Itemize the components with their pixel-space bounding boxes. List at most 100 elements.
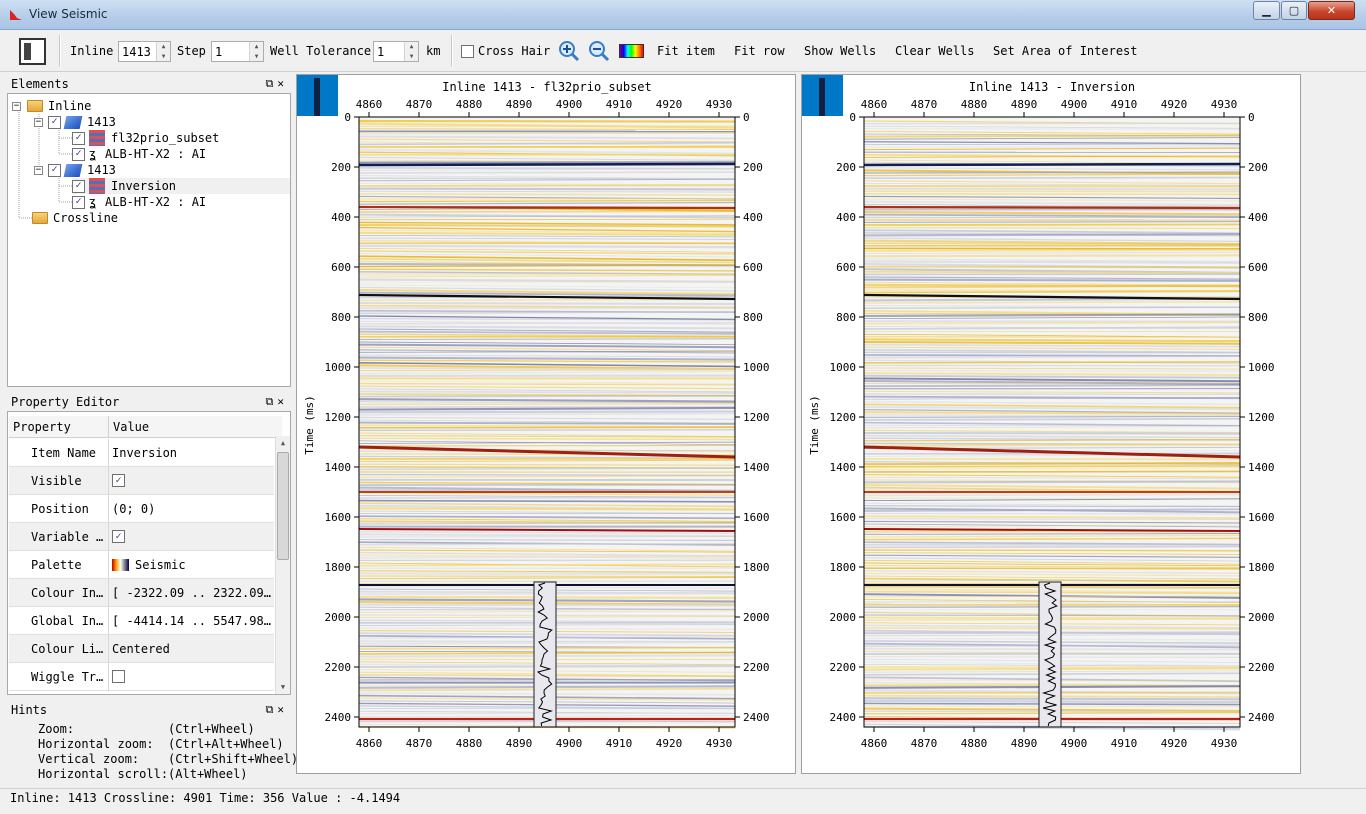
x-tick-label-top: 4900 [1061,98,1088,111]
step-spinbox[interactable]: 1 ▲ ▼ [211,41,264,62]
vertical-scrollbar[interactable]: ▲ ▼ [275,436,290,694]
tree-node-well-ai-a[interactable]: ✓ ʓ ALB-HT-X2 : AI [72,146,206,162]
well-tolerance-spinbox[interactable]: 1 ▲ ▼ [373,41,419,62]
tree-label-inline: Inline [48,99,92,113]
crosshair-checkbox[interactable] [461,44,474,58]
property-row-item-name[interactable]: Item Name Inversion [9,439,274,467]
tree-checkbox[interactable]: ✓ [72,147,85,161]
tree-node-1413-b[interactable]: − ✓ 1413 [34,162,116,178]
spin-arrows-icon[interactable]: ▲ ▼ [249,42,263,61]
variable-checkbox[interactable]: ✓ [112,530,272,543]
tree-node-inline[interactable]: − Inline [12,98,91,114]
zoom-out-icon[interactable] [588,40,610,62]
checkbox-unchecked[interactable] [112,670,125,683]
collapse-icon[interactable]: − [34,164,43,175]
scroll-thumb[interactable] [277,452,289,560]
well-log-track[interactable] [533,581,557,728]
scroll-down-icon[interactable]: ▼ [280,683,286,691]
tree-checkbox[interactable]: ✓ [72,179,85,193]
fit-row-button[interactable]: Fit row [734,44,785,58]
fit-item-button[interactable]: Fit item [657,44,715,58]
property-value[interactable]: [ -2322.09 .. 2322.09… [112,586,271,600]
palette-value[interactable]: Seismic [112,558,272,572]
y-tick-label-right: 2400 [743,711,770,724]
seismic-image[interactable] [358,117,736,729]
property-column-header[interactable]: Property [13,420,71,434]
y-tick-label-left: 1400 [325,461,352,474]
visible-checkbox[interactable]: ✓ [112,474,272,487]
seismic-plot-right[interactable]: Inline 1413 - Inversion Time (ms) 4860 48… [801,74,1301,774]
inline-spinbox[interactable]: 1413 ▲ ▼ [118,41,171,62]
maximize-button[interactable]: ▢ [1281,1,1307,20]
property-row-position[interactable]: Position (0; 0) [9,495,274,523]
y-tick-label-left: 1200 [830,411,857,424]
set-area-of-interest-button[interactable]: Set Area of Interest [993,44,1138,58]
property-value[interactable]: [ -4414.14 .. 5547.98… [112,614,271,628]
minimize-button[interactable]: ▁ [1253,1,1280,20]
tree-node-inversion[interactable]: ✓ Inversion [72,178,290,194]
property-value[interactable]: Centered [112,642,170,656]
zoom-in-icon[interactable] [558,40,580,62]
property-value[interactable]: Inversion [112,446,178,460]
tree-label-inversion: Inversion [111,179,177,193]
panel-toggle-icon[interactable] [19,38,46,65]
y-tick-label-right: 200 [743,161,763,174]
seismic-plot-left[interactable]: Inline 1413 - fl32prio_subset Time (ms) … [296,74,796,774]
elements-tree: − Inline − ✓ 1413 ✓ fl32prio_subset ✓ ʓ … [7,93,291,387]
dock-float-close-icon[interactable]: ⧉✕ [265,77,288,90]
tree-node-1413-a[interactable]: − ✓ 1413 [34,114,116,130]
x-tick-label-bottom: 4890 [506,737,533,750]
property-key: Position [31,502,89,516]
collapse-icon[interactable]: − [12,100,21,111]
folder-icon [32,212,48,224]
y-tick-label-left: 2200 [325,661,352,674]
plot-title: Inline 1413 - fl32prio_subset [442,80,652,94]
tree-node-well-ai-b[interactable]: ✓ ʓ ALB-HT-X2 : AI [72,194,206,210]
seismic-plot-canvas[interactable]: Inline 1413 - fl32prio_subset Time (ms) … [297,75,795,773]
spin-arrows-icon[interactable]: ▲ ▼ [404,42,418,61]
status-text: Inline: 1413 Crossline: 4901 Time: 356 V… [10,791,401,805]
collapse-icon[interactable]: − [34,116,43,127]
property-row-global-interval[interactable]: Global In… [ -4414.14 .. 5547.98… [9,607,274,635]
clear-wells-button[interactable]: Clear Wells [895,44,975,58]
property-value[interactable]: (0; 0) [112,502,156,516]
property-row-visible[interactable]: Visible ✓ [9,467,274,495]
y-tick-label-left: 1000 [830,361,857,374]
well-log-track[interactable] [1038,581,1062,728]
y-tick-label-right: 600 [743,261,763,274]
dock-float-close-icon[interactable]: ⧉✕ [265,703,288,716]
palette-name: Seismic [135,558,186,572]
x-tick-label-bottom: 4880 [961,737,988,750]
property-row-palette[interactable]: Palette Seismic [9,551,274,579]
y-tick-label-right: 0 [743,111,750,124]
cell-divider [108,663,109,691]
checkbox-checked[interactable]: ✓ [112,474,125,487]
y-tick-label-left: 400 [836,211,856,224]
toolbar-separator [451,35,453,67]
show-wells-button[interactable]: Show Wells [804,44,877,58]
tree-checkbox[interactable]: ✓ [72,131,85,145]
tree-checkbox[interactable]: ✓ [48,115,61,129]
wiggle-checkbox[interactable] [112,670,272,683]
checkbox-checked[interactable]: ✓ [112,530,125,543]
dock-float-close-icon[interactable]: ⧉✕ [265,395,288,408]
palette-icon[interactable] [619,44,644,58]
tree-node-fl32prio-subset[interactable]: ✓ fl32prio_subset [72,130,219,146]
seismic-layer-icon [89,178,105,194]
property-row-variable[interactable]: Variable … ✓ [9,523,274,551]
spin-arrows-icon[interactable]: ▲ ▼ [156,42,170,61]
crosshair-toggle[interactable]: Cross Hair [461,30,550,72]
y-tick-label-left: 2000 [830,611,857,624]
tree-node-crossline[interactable]: Crossline [32,210,118,226]
tree-checkbox[interactable]: ✓ [72,195,85,209]
property-row-colour-limit[interactable]: Colour Li… Centered [9,635,274,663]
scroll-up-icon[interactable]: ▲ [280,439,286,447]
property-editor-table: Property Value Item Name Inversion Visib… [7,411,291,695]
property-row-colour-interval[interactable]: Colour In… [ -2322.09 .. 2322.09… [9,579,274,607]
value-column-header[interactable]: Value [113,420,150,434]
tree-checkbox[interactable]: ✓ [48,163,61,177]
property-row-wiggle-trace[interactable]: Wiggle Tr… [9,663,274,691]
hint-line: Horizontal zoom: (Ctrl+Alt+Wheel) [38,737,284,751]
seismic-plot-canvas[interactable]: Inline 1413 - Inversion Time (ms) 4860 48… [802,75,1300,773]
close-button[interactable]: ✕ [1308,1,1355,20]
